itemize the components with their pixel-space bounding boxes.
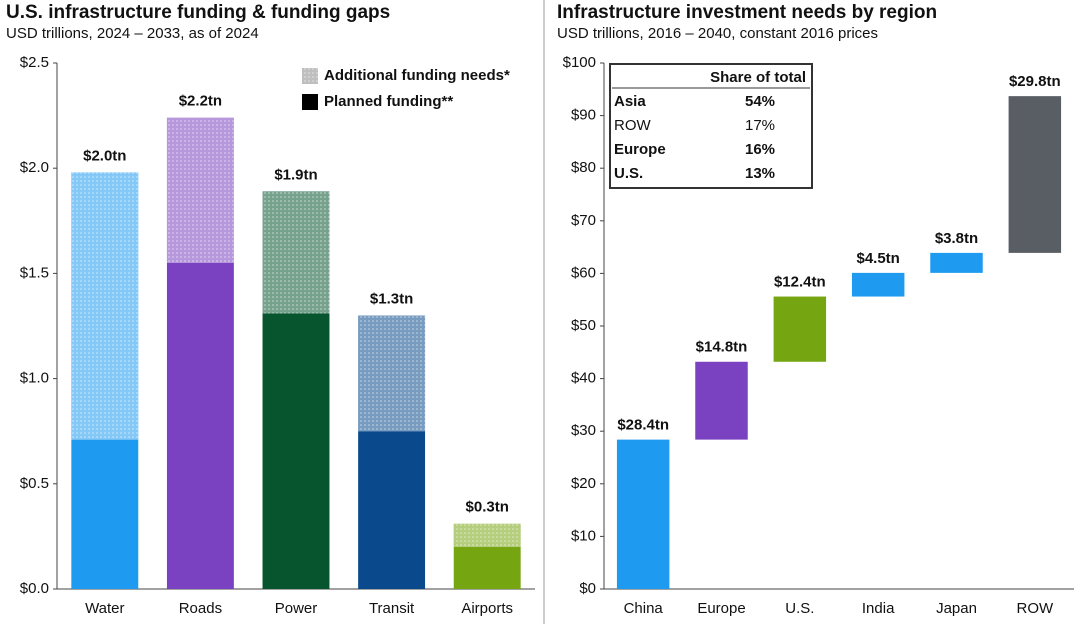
bar-segment [166,262,234,589]
table-cell: ROW [614,117,652,134]
table-cell: 16% [745,141,775,158]
y-tick-label: $2.0 [20,159,49,176]
y-tick-label: $10 [571,527,596,544]
bar [851,272,905,297]
inset-table [609,63,813,189]
table-header: Share of total [710,69,806,86]
bar-segment [358,431,426,589]
y-tick-label: $50 [571,317,596,334]
x-tick-label: Power [275,600,318,617]
y-tick-label: $90 [571,107,596,124]
table-cell: Asia [614,93,646,110]
bar [773,296,827,362]
hatch-overlay [453,523,521,547]
total-label: $0.3tn [466,499,509,516]
table-cell: 54% [745,93,775,110]
value-label: $29.8tn [1009,73,1061,90]
x-tick-label: U.S. [785,600,814,617]
chart-subtitle: USD trillions, 2016 – 2040, constant 201… [557,25,878,42]
legend-label: Planned funding** [324,93,453,110]
y-tick-label: $20 [571,475,596,492]
total-label: $1.9tn [274,166,317,183]
bar [616,439,670,589]
value-label: $12.4tn [774,274,826,291]
y-tick-label: $70 [571,212,596,229]
x-tick-label: Water [85,600,124,617]
value-label: $3.8tn [935,230,978,247]
legend-hatch [302,68,318,84]
y-tick-label: $100 [563,54,596,71]
y-tick-label: $80 [571,159,596,176]
bar-segment [453,546,521,589]
y-tick-label: $1.0 [20,370,49,387]
y-tick-label: $2.5 [20,54,49,71]
bar [930,252,983,273]
table-cell: Europe [614,141,666,158]
y-tick-label: $0.5 [20,475,49,492]
hatch-overlay [71,172,139,440]
bar [695,361,748,440]
y-tick-label: $0 [579,580,596,597]
hatch-overlay [262,191,330,314]
table-cell: 17% [745,117,775,134]
y-tick-label: $40 [571,370,596,387]
y-tick-label: $0.0 [20,580,49,597]
value-label: $28.4tn [617,417,669,434]
table-cell: 13% [745,165,775,182]
hatch-overlay [166,117,234,263]
total-label: $2.0tn [83,147,126,164]
table-cell: U.S. [614,165,643,182]
total-label: $1.3tn [370,290,413,307]
total-label: $2.2tn [179,93,222,110]
x-tick-label: Transit [369,600,415,617]
x-tick-label: Airports [461,600,513,617]
bar-segment [71,439,139,589]
x-tick-label: India [862,600,895,617]
x-tick-label: Europe [697,600,745,617]
legend-label: Additional funding needs* [324,67,510,84]
chart-title: Infrastructure investment needs by regio… [557,2,937,23]
y-tick-label: $60 [571,264,596,281]
bar-segment [262,313,330,589]
value-label: $14.8tn [696,339,748,356]
value-label: $4.5tn [856,250,899,267]
x-tick-label: Japan [936,600,977,617]
hatch-overlay [358,315,426,432]
y-tick-label: $30 [571,422,596,439]
x-tick-label: Roads [179,600,222,617]
bar [1008,96,1062,253]
chart-subtitle: USD trillions, 2024 – 2033, as of 2024 [6,25,259,42]
x-tick-label: China [624,600,664,617]
chart-title: U.S. infrastructure funding & funding ga… [6,2,390,23]
y-tick-label: $1.5 [20,264,49,281]
legend-swatch [302,94,318,110]
x-tick-label: ROW [1016,600,1054,617]
